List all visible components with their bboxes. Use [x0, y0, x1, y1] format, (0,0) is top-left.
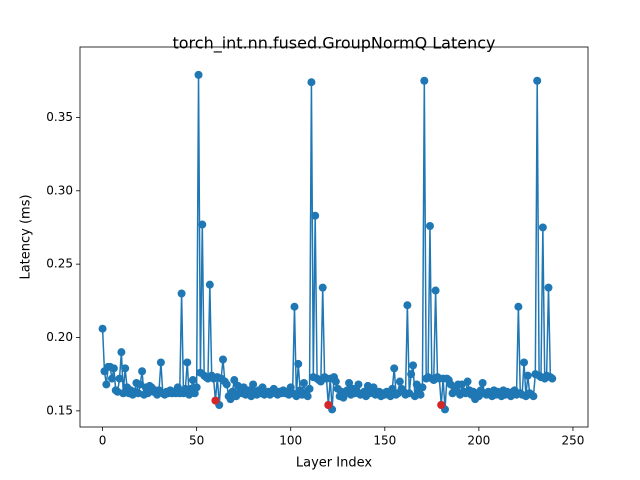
y-tick-label: 0.15 [46, 403, 73, 417]
plot-frame [79, 46, 589, 428]
marker [331, 377, 340, 386]
marker [183, 358, 192, 367]
marker [390, 364, 399, 373]
x-tick-label: 250 [561, 434, 584, 448]
y-tick-label: 0.25 [46, 257, 73, 271]
marker [318, 283, 327, 292]
marker [98, 324, 107, 333]
marker [188, 376, 197, 385]
marker [407, 370, 416, 379]
marker [529, 392, 538, 401]
marker [211, 396, 220, 405]
marker [121, 364, 130, 373]
marker [425, 221, 434, 230]
y-tick-label: 0.35 [46, 110, 73, 124]
marker [431, 286, 440, 295]
y-tick-label: 0.20 [46, 330, 73, 344]
marker [420, 76, 429, 85]
y-tick-label: 0.30 [46, 183, 73, 197]
marker [416, 390, 425, 399]
x-tick-label: 100 [279, 434, 302, 448]
marker [395, 377, 404, 386]
marker [303, 392, 312, 401]
marker [388, 384, 397, 393]
marker [520, 358, 529, 367]
marker [205, 280, 214, 289]
marker [437, 400, 446, 409]
marker [463, 377, 472, 386]
marker [305, 384, 314, 393]
marker [249, 380, 258, 389]
marker [538, 223, 547, 232]
marker [115, 374, 124, 383]
marker [107, 374, 116, 383]
marker [299, 378, 308, 387]
marker [290, 302, 299, 311]
marker [117, 348, 126, 357]
marker [345, 378, 354, 387]
marker [218, 355, 227, 364]
marker [533, 76, 542, 85]
x-tick-label: 150 [373, 434, 396, 448]
marker [311, 211, 320, 220]
marker [222, 380, 231, 389]
marker [403, 301, 412, 310]
y-axis-label: Latency (ms) [19, 194, 34, 279]
marker [198, 220, 207, 229]
marker [548, 374, 557, 383]
marker [109, 364, 118, 373]
marker [307, 78, 316, 87]
marker [409, 361, 418, 370]
marker [230, 376, 239, 385]
marker [478, 378, 487, 387]
marker [523, 371, 532, 380]
marker [544, 283, 553, 292]
x-tick-label: 200 [467, 434, 490, 448]
marker [194, 70, 203, 79]
marker [294, 359, 303, 368]
marker [324, 400, 333, 409]
marker [156, 358, 165, 367]
marker [258, 383, 267, 392]
chart-title: torch_int.nn.fused.GroupNormQ Latency [172, 34, 495, 54]
marker [354, 380, 363, 389]
x-tick-label: 50 [189, 434, 204, 448]
marker [369, 383, 378, 392]
x-tick-label: 0 [99, 434, 107, 448]
marker [102, 380, 111, 389]
marker [181, 384, 190, 393]
marker [138, 367, 147, 376]
marker [177, 289, 186, 298]
x-axis-label: Layer Index [296, 456, 372, 471]
marker [192, 383, 201, 392]
marker [514, 302, 523, 311]
marker [119, 389, 128, 398]
marker [418, 383, 427, 392]
